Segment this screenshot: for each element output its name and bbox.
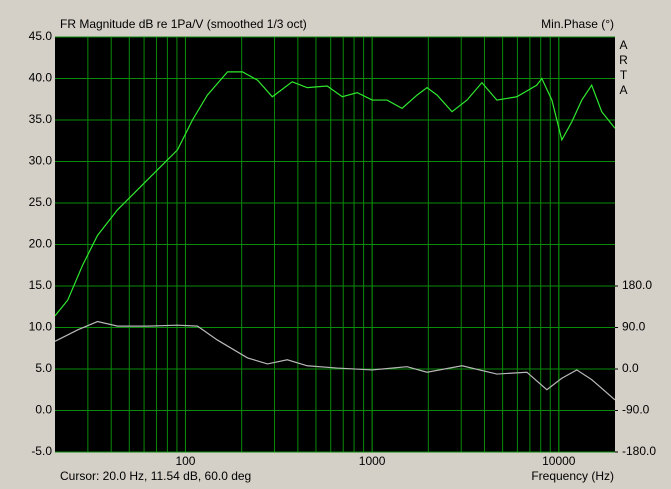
- y2-tick-label: 0.0: [622, 361, 639, 375]
- y2-tick-label: 180.0: [622, 278, 652, 292]
- y2-tick-label: -90.0: [622, 403, 650, 417]
- series-line: [55, 320, 615, 401]
- y2-axis-title: Min.Phase (°): [541, 17, 614, 31]
- y-tick-label: 15.0: [29, 278, 53, 292]
- y2-tick-label: 90.0: [622, 320, 646, 334]
- y-tick-label: 0.0: [35, 403, 52, 417]
- y2-tick-label: -180.0: [622, 444, 656, 458]
- x-tick-label: 1000: [359, 454, 386, 468]
- x-tick-label: 100: [175, 454, 195, 468]
- y-tick-label: 25.0: [29, 195, 53, 209]
- y-tick-label: 35.0: [29, 112, 53, 126]
- y-tick-label: 30.0: [29, 154, 53, 168]
- chart-title: FR Magnitude dB re 1Pa/V (smoothed 1/3 o…: [60, 17, 307, 31]
- x-tick-label: 10000: [542, 454, 576, 468]
- y-tick-label: -5.0: [31, 444, 52, 458]
- series-line: [55, 71, 615, 317]
- y-tick-label: 40.0: [29, 71, 53, 85]
- y-tick-label: 10.0: [29, 320, 53, 334]
- y-tick-label: 5.0: [35, 361, 52, 375]
- brand-label: ARTA: [619, 38, 628, 97]
- cursor-status: Cursor: 20.0 Hz, 11.54 dB, 60.0 deg: [60, 469, 251, 483]
- x-axis-title: Frequency (Hz): [531, 469, 614, 483]
- y-tick-label: 20.0: [29, 237, 53, 251]
- y-tick-label: 45.0: [29, 29, 53, 43]
